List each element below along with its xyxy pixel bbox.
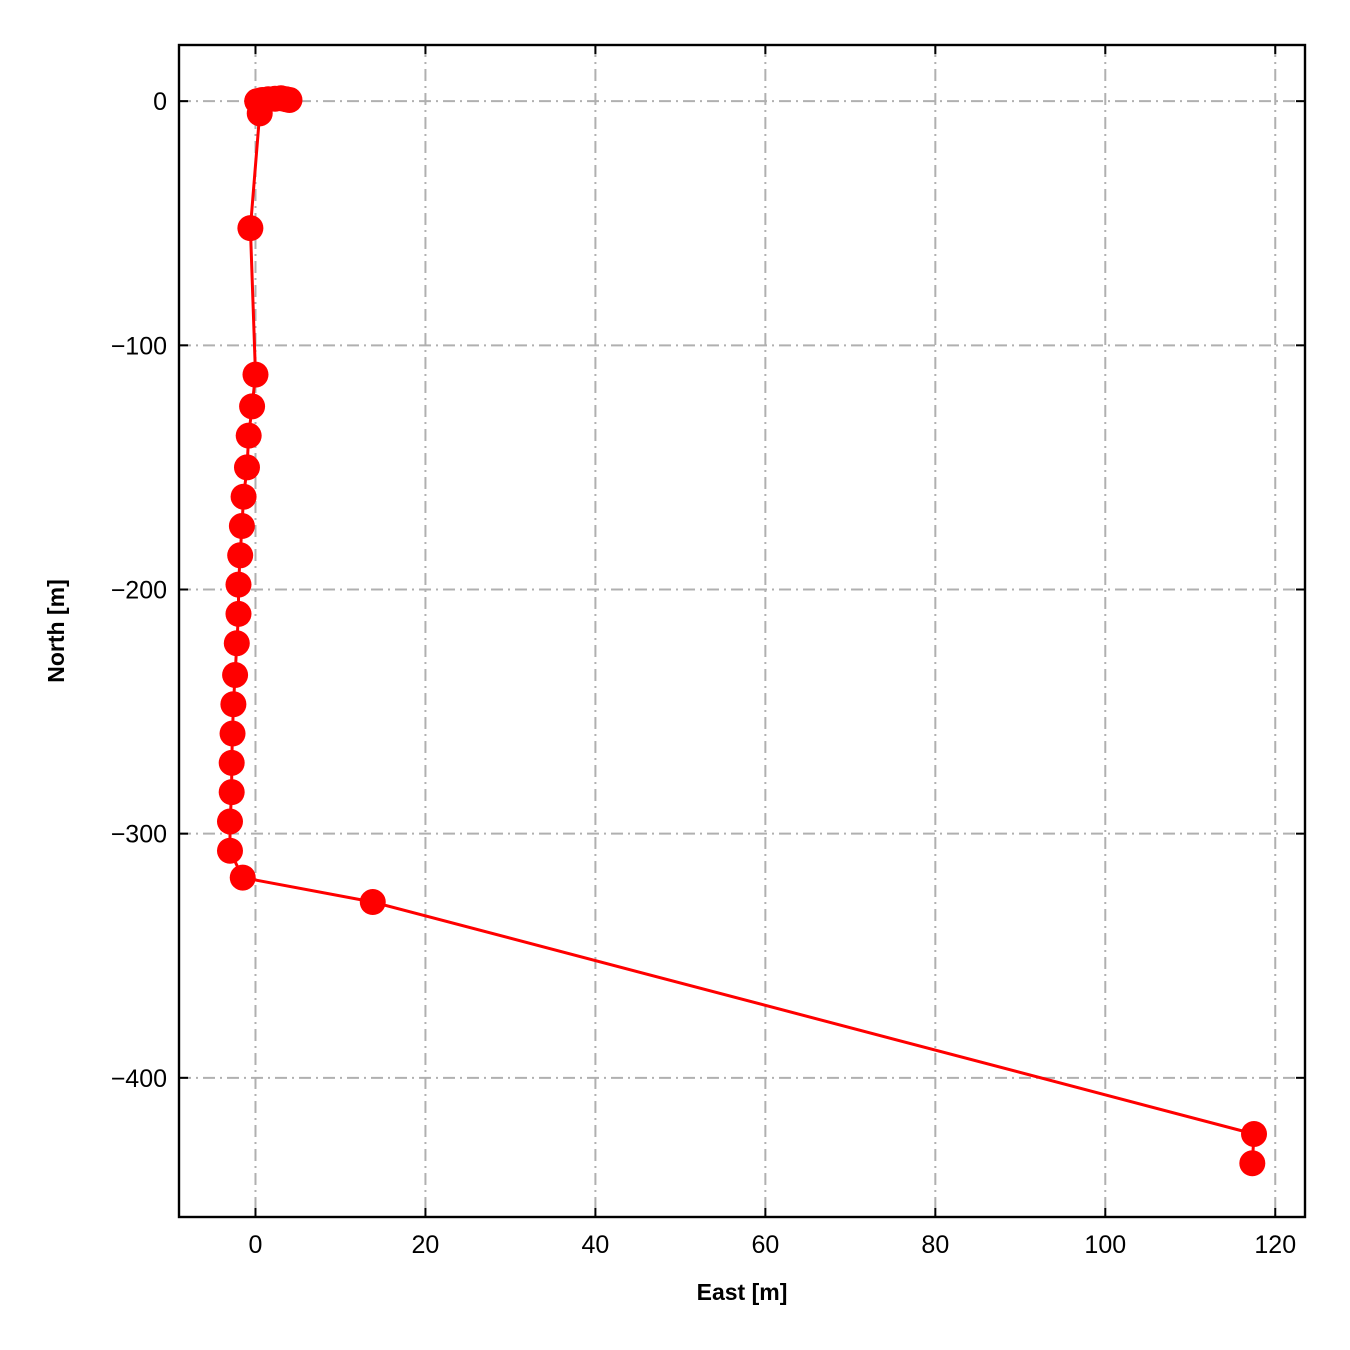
data-point bbox=[225, 600, 252, 627]
y-tick-label: −300 bbox=[111, 821, 167, 849]
x-tick-label: 80 bbox=[921, 1231, 949, 1259]
x-tick-label: 120 bbox=[1254, 1231, 1296, 1259]
x-tick-label: 20 bbox=[412, 1231, 440, 1259]
grid-lines bbox=[179, 45, 1305, 1217]
data-point bbox=[219, 720, 246, 747]
y-axis-title: North [m] bbox=[43, 579, 69, 682]
data-point bbox=[1239, 1150, 1266, 1177]
data-point bbox=[228, 513, 255, 540]
y-tick-label: −100 bbox=[111, 332, 167, 360]
plot-frame bbox=[177, 43, 1307, 1219]
data-point bbox=[216, 837, 243, 864]
data-point bbox=[1241, 1120, 1268, 1147]
data-point bbox=[227, 542, 254, 569]
data-point bbox=[218, 779, 245, 806]
data-point bbox=[225, 571, 252, 598]
data-point bbox=[235, 422, 262, 449]
data-point bbox=[230, 483, 257, 510]
y-tick-label: −400 bbox=[111, 1065, 167, 1093]
data-point bbox=[359, 889, 386, 916]
data-point bbox=[237, 215, 264, 242]
data-point bbox=[239, 393, 266, 420]
axis-ticks: 0 20 40 60 80 100 120 0 −100 −200 −300 −400 bbox=[111, 45, 1305, 1259]
y-tick-label: 0 bbox=[153, 88, 167, 116]
x-tick-label: 0 bbox=[249, 1231, 263, 1259]
data-point bbox=[222, 661, 249, 688]
data-point bbox=[233, 454, 260, 481]
x-tick-label: 40 bbox=[582, 1231, 610, 1259]
data-point bbox=[229, 864, 256, 891]
y-tick-label: −200 bbox=[111, 576, 167, 604]
x-tick-label: 100 bbox=[1084, 1231, 1126, 1259]
series-layer bbox=[216, 85, 1268, 1177]
data-point bbox=[220, 691, 247, 718]
data-point bbox=[223, 630, 250, 657]
data-point bbox=[216, 808, 243, 835]
x-tick-label: 60 bbox=[751, 1231, 779, 1259]
data-point bbox=[276, 86, 303, 113]
data-point bbox=[246, 100, 273, 127]
data-point bbox=[242, 361, 269, 388]
data-point bbox=[218, 749, 245, 776]
x-axis-title: East [m] bbox=[697, 1279, 788, 1305]
